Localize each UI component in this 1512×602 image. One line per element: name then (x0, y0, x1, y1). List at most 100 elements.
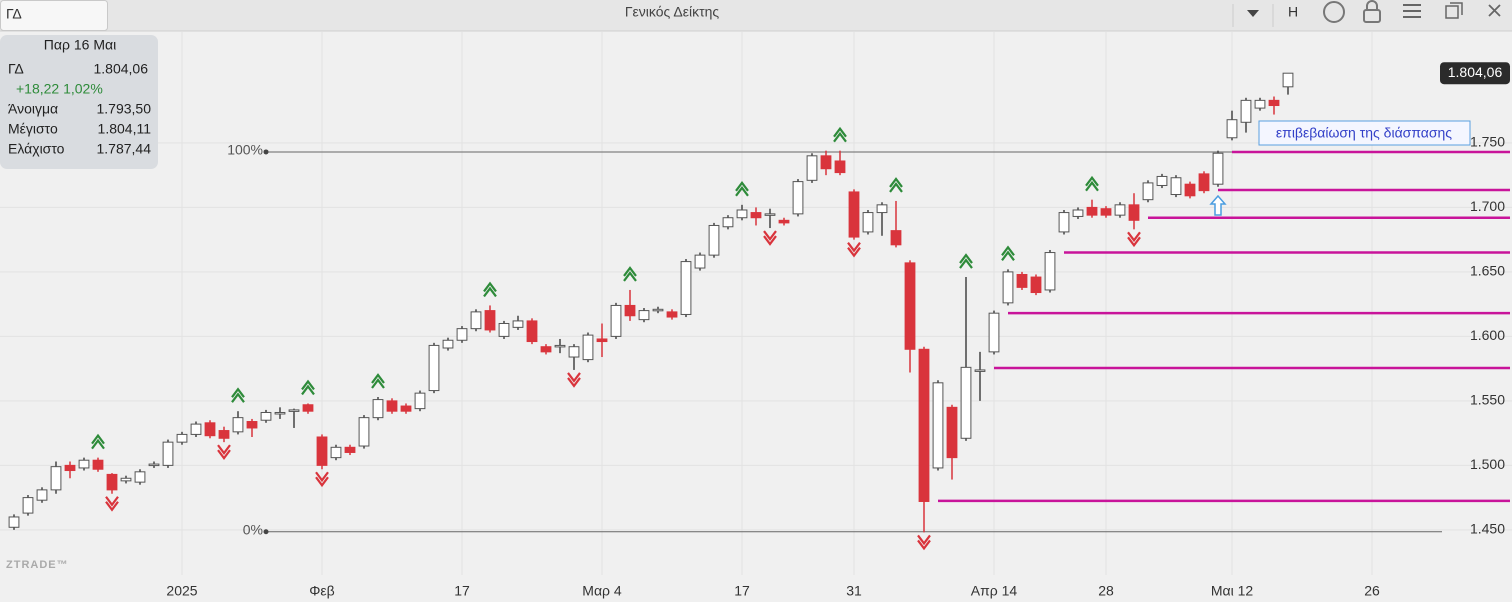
candle-body (36, 489, 48, 501)
candle-body (736, 209, 748, 219)
signal-up (1085, 175, 1099, 192)
symbol-field[interactable] (0, 0, 108, 31)
x-tick-label: Μαι 12 (1211, 583, 1254, 599)
x-tick-label: 17 (454, 583, 470, 599)
info-row-value: 1.787,44 (97, 141, 152, 157)
fib-label: 100% (227, 142, 263, 158)
candle-body (92, 459, 104, 470)
candle-body (204, 422, 216, 437)
candle-body (302, 404, 314, 412)
candle-body (568, 346, 580, 358)
candle-body (848, 191, 860, 238)
chart-title: Γενικός Δείκτης (625, 4, 720, 20)
signal-up (1001, 245, 1015, 261)
candle-body (1100, 208, 1112, 216)
lock-button[interactable] (1363, 9, 1381, 23)
candle-body (722, 217, 734, 228)
candle-body (1156, 175, 1168, 186)
candle-body (22, 497, 34, 514)
annotation-box (1258, 120, 1471, 146)
candle-body (526, 320, 538, 343)
candle-body (904, 262, 916, 350)
candle-body (960, 366, 972, 439)
candle-body (624, 304, 636, 317)
candle-body (596, 338, 608, 343)
signal-down (105, 496, 119, 512)
last-price-label: 1.804,06 (1448, 64, 1503, 80)
candle-body (778, 219, 790, 224)
candle-body (610, 304, 622, 337)
candle-body (470, 311, 482, 330)
candle-body (512, 320, 524, 328)
info-row-label: Ελάχιστο (8, 141, 65, 157)
signal-up (959, 253, 973, 269)
menu-button[interactable] (1403, 4, 1421, 18)
candle-body (162, 441, 174, 466)
y-tick-label: 1.700 (1470, 198, 1505, 214)
y-tick-label: 1.650 (1470, 263, 1505, 279)
candle-body (1128, 204, 1140, 221)
candle-body (1226, 119, 1238, 139)
candle-body (78, 459, 90, 469)
candle-body (498, 322, 510, 337)
candle-body (876, 204, 888, 214)
signal-down (917, 534, 931, 551)
candle-body (638, 310, 650, 321)
candle-body (8, 516, 20, 528)
candle-body (1002, 271, 1014, 304)
y-tick-label: 1.550 (1470, 392, 1505, 408)
candle-body (428, 344, 440, 392)
signal-up (231, 387, 245, 403)
candle-body (806, 155, 818, 181)
candle-body (862, 212, 874, 233)
lock-shackle (1366, 0, 1378, 10)
restore-button[interactable] (1445, 5, 1459, 19)
candle-body (1198, 173, 1210, 192)
candle-body (344, 446, 356, 453)
signal-down (847, 241, 861, 258)
candle-body (764, 213, 776, 216)
info-close: 1.804,06 (94, 61, 149, 77)
y-tick-label: 1.450 (1470, 521, 1505, 537)
info-date: Παρ 16 Μαι (44, 37, 116, 53)
annotation: επιβεβαίωση της διάσπασης (1276, 125, 1452, 141)
candle-body (1044, 252, 1056, 291)
candle-body (918, 348, 930, 502)
info-row-value: 1.804,11 (98, 121, 152, 137)
comment-button[interactable] (1323, 1, 1345, 23)
candle-body (694, 254, 706, 269)
candle-body (834, 160, 846, 174)
x-tick-label: 17 (734, 583, 750, 599)
signal-down (567, 372, 581, 388)
x-tick-label: Φεβ (309, 583, 334, 599)
candle-body (1170, 177, 1182, 196)
candle-body (1142, 182, 1154, 201)
candle-body (1072, 209, 1084, 217)
candle-body (1254, 99, 1266, 109)
x-tick-label: Μαρ 4 (582, 583, 622, 599)
candle-body (358, 417, 370, 447)
candle-body (260, 411, 272, 421)
candle-body (442, 339, 454, 349)
candle-body (582, 334, 594, 361)
x-tick-label: 2025 (166, 583, 197, 599)
interval-button[interactable]: H (1288, 4, 1298, 20)
x-tick-label: 26 (1364, 583, 1380, 599)
candle-body (932, 382, 944, 469)
fib-anchor (263, 149, 269, 155)
signal-down (315, 471, 329, 488)
candle-body (708, 224, 720, 256)
candle-body (414, 392, 426, 410)
candle-body (652, 308, 664, 312)
watermark: ZTRADE™ (6, 559, 69, 571)
candle-body (988, 312, 1000, 353)
candle-body (64, 464, 76, 472)
dropdown-button[interactable] (1247, 10, 1259, 17)
info-row-label: Άνοιγμα (8, 101, 58, 117)
close-button[interactable] (1488, 4, 1501, 17)
candle-body (484, 310, 496, 331)
signal-down (217, 444, 231, 460)
